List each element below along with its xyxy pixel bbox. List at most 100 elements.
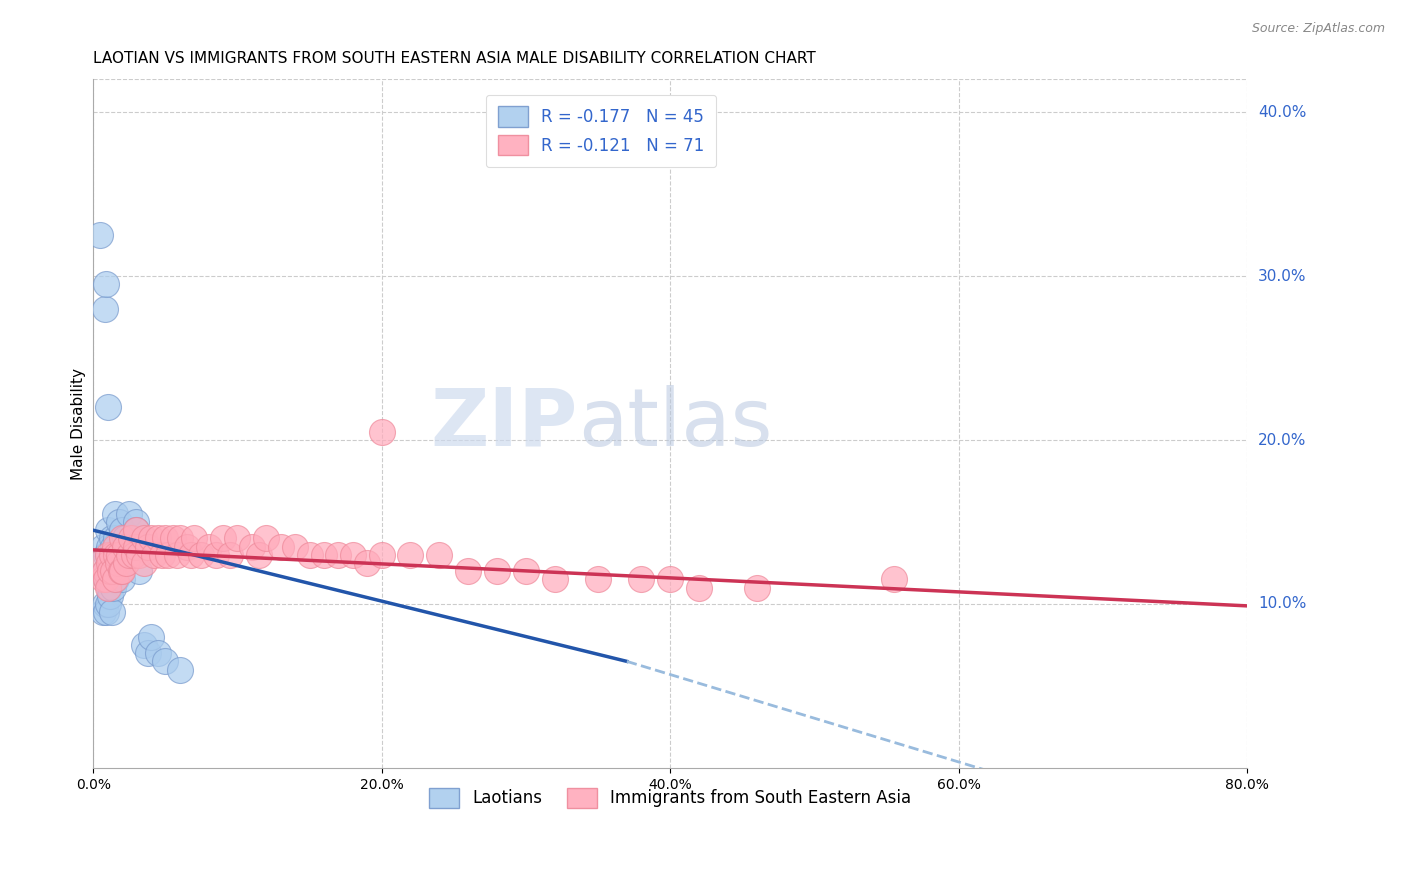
Point xyxy=(104,507,127,521)
Point xyxy=(107,556,129,570)
Point xyxy=(155,654,177,668)
Point xyxy=(342,548,364,562)
Point xyxy=(104,548,127,562)
Point xyxy=(132,638,155,652)
Point xyxy=(204,548,226,562)
Point xyxy=(104,573,127,587)
Point xyxy=(128,548,150,562)
Point xyxy=(254,532,277,546)
Point xyxy=(399,548,422,562)
Point xyxy=(125,515,148,529)
Point xyxy=(111,523,134,537)
Point xyxy=(745,581,768,595)
Point xyxy=(114,532,136,546)
Point xyxy=(136,646,159,660)
Point xyxy=(169,663,191,677)
Point xyxy=(142,548,165,562)
Point xyxy=(96,573,118,587)
Text: 20.0%: 20.0% xyxy=(1258,433,1306,448)
Point xyxy=(125,523,148,537)
Point xyxy=(93,564,115,578)
Point xyxy=(544,573,567,587)
Point xyxy=(356,556,378,570)
Point xyxy=(108,515,131,529)
Point xyxy=(103,581,125,595)
Point xyxy=(103,540,125,554)
Point xyxy=(101,605,124,619)
Point xyxy=(515,564,537,578)
Text: atlas: atlas xyxy=(578,384,772,463)
Point xyxy=(105,532,128,546)
Point xyxy=(97,573,120,587)
Point xyxy=(110,548,132,562)
Point xyxy=(226,532,249,546)
Point xyxy=(122,548,145,562)
Point xyxy=(370,548,392,562)
Point xyxy=(180,548,202,562)
Point xyxy=(97,523,120,537)
Point xyxy=(98,581,121,595)
Point xyxy=(100,556,122,570)
Point xyxy=(91,573,114,587)
Text: Source: ZipAtlas.com: Source: ZipAtlas.com xyxy=(1251,22,1385,36)
Point xyxy=(89,556,111,570)
Point xyxy=(108,548,131,562)
Point xyxy=(212,532,235,546)
Point xyxy=(115,556,138,570)
Point xyxy=(128,564,150,578)
Point xyxy=(370,425,392,439)
Point xyxy=(630,573,652,587)
Text: 40.0%: 40.0% xyxy=(1258,104,1306,120)
Point xyxy=(114,540,136,554)
Point xyxy=(132,532,155,546)
Point xyxy=(100,564,122,578)
Point xyxy=(169,532,191,546)
Point xyxy=(101,556,124,570)
Point xyxy=(110,564,132,578)
Point xyxy=(688,581,710,595)
Point xyxy=(118,548,141,562)
Point xyxy=(157,548,180,562)
Text: ZIP: ZIP xyxy=(430,384,578,463)
Point xyxy=(98,540,121,554)
Point xyxy=(284,540,307,554)
Point xyxy=(247,548,270,562)
Point xyxy=(91,605,114,619)
Point xyxy=(96,573,118,587)
Text: 30.0%: 30.0% xyxy=(1258,268,1306,284)
Point xyxy=(190,548,212,562)
Point xyxy=(183,532,205,546)
Point xyxy=(97,548,120,562)
Point xyxy=(176,540,198,554)
Point xyxy=(91,540,114,554)
Point xyxy=(111,573,134,587)
Point xyxy=(312,548,335,562)
Point xyxy=(97,597,120,611)
Point xyxy=(101,548,124,562)
Point xyxy=(139,630,162,644)
Point xyxy=(93,301,115,316)
Point xyxy=(240,540,263,554)
Point xyxy=(586,573,609,587)
Point xyxy=(155,532,177,546)
Point xyxy=(97,401,120,415)
Point xyxy=(100,589,122,603)
Point xyxy=(146,532,169,546)
Point xyxy=(118,507,141,521)
Point xyxy=(162,532,184,546)
Point xyxy=(98,556,121,570)
Legend: Laotians, Immigrants from South Eastern Asia: Laotians, Immigrants from South Eastern … xyxy=(422,781,918,814)
Y-axis label: Male Disability: Male Disability xyxy=(72,368,86,480)
Point xyxy=(125,523,148,537)
Point xyxy=(166,548,188,562)
Text: LAOTIAN VS IMMIGRANTS FROM SOUTH EASTERN ASIA MALE DISABILITY CORRELATION CHART: LAOTIAN VS IMMIGRANTS FROM SOUTH EASTERN… xyxy=(93,51,815,66)
Point xyxy=(120,532,142,546)
Point xyxy=(96,605,118,619)
Point xyxy=(111,532,134,546)
Point xyxy=(107,556,129,570)
Point xyxy=(883,573,905,587)
Point xyxy=(93,564,115,578)
Point xyxy=(328,548,350,562)
Point xyxy=(105,548,128,562)
Point xyxy=(659,573,682,587)
